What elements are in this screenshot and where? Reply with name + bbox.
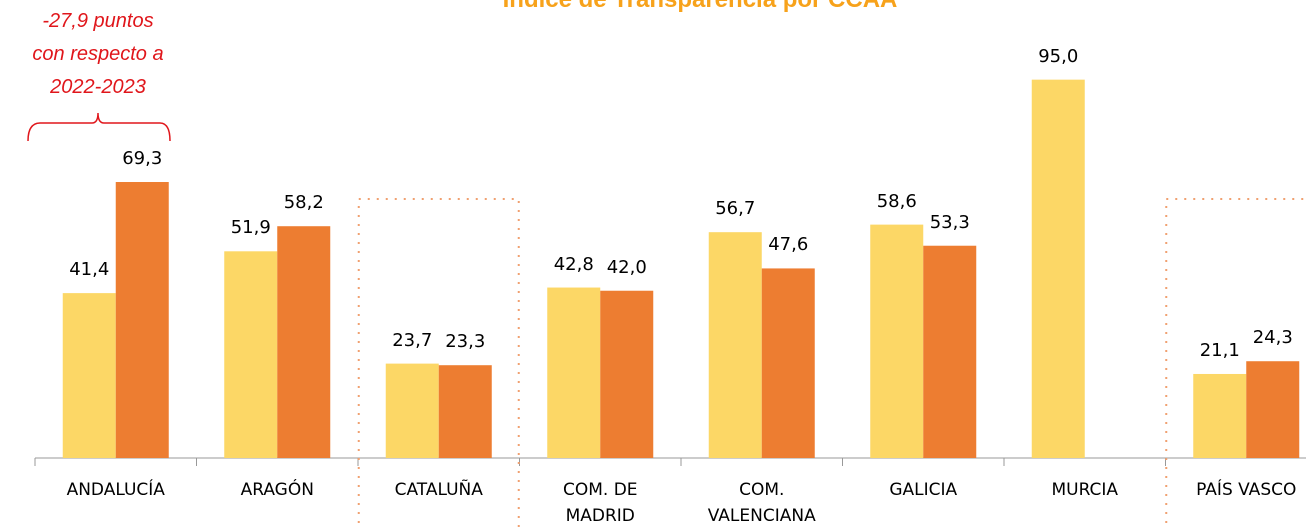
bar [1031,79,1085,459]
value-label: 53,3 [929,211,970,233]
bar [62,293,116,458]
x-tick-label: ANDALUCÍA [66,480,165,500]
bar [761,268,815,458]
value-label: 69,3 [122,148,163,169]
bar [438,365,492,458]
x-tick-label: GALICIA [889,480,958,500]
bar [547,287,601,458]
bar [1246,361,1300,458]
x-tick-label: COM. VALENCIANA [707,480,816,526]
value-label: 23,3 [445,331,486,353]
bar [600,290,654,458]
value-label: 47,6 [768,234,809,256]
value-label: 23,7 [392,329,433,351]
bar [708,232,762,458]
value-label: 41,4 [69,259,110,281]
value-label: 58,2 [283,192,324,214]
bar [923,245,977,458]
chart-title: Índice de Transparencia por CCAA [0,0,1306,14]
x-tick-label: CATALUÑA [394,480,483,500]
bar [115,182,169,458]
bar [277,226,331,458]
value-label: 21,1 [1199,339,1240,361]
x-tick-label: PAÍS VASCO [1196,480,1297,500]
bar [870,224,924,458]
x-tick-label: COM. DE MADRID [562,480,638,526]
value-label: 56,7 [715,198,756,220]
value-label: 95,0 [1038,45,1079,67]
value-label: 58,6 [876,190,917,212]
value-label: 51,9 [230,217,271,239]
value-label: 24,3 [1252,327,1293,349]
x-tick-label: ARAGÓN [240,480,314,500]
bar [1193,373,1247,458]
bar [385,363,439,458]
bar [224,251,278,458]
bracket [27,112,171,142]
value-label: 42,0 [606,256,647,278]
value-label: 42,8 [553,253,594,275]
x-tick-label: MURCIA [1051,480,1119,500]
annotation: -27,9 puntos con respecto a 2022-2023 [32,10,164,98]
